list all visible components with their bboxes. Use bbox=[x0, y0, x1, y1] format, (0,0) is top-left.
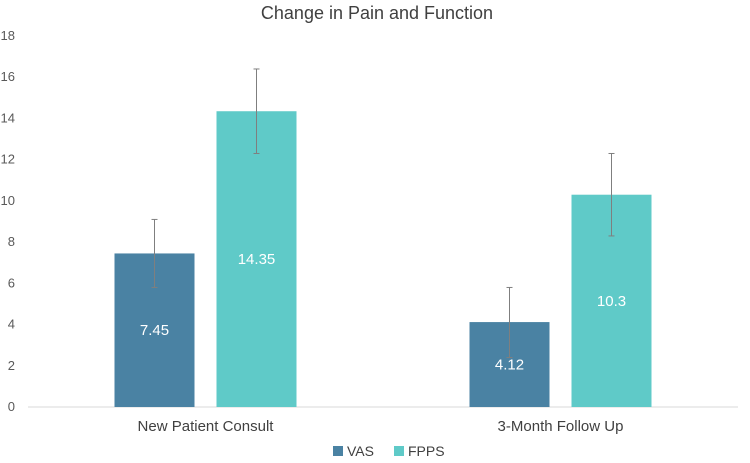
y-tick-label: 18 bbox=[1, 28, 15, 43]
data-labels-group: 7.45 14.35 4.12 10.3 bbox=[140, 251, 626, 373]
y-tick-label: 8 bbox=[8, 234, 15, 249]
y-tick-label: 16 bbox=[1, 69, 15, 84]
bars-group bbox=[114, 111, 652, 407]
data-label: 7.45 bbox=[140, 322, 169, 339]
y-tick-label: 10 bbox=[1, 193, 15, 208]
y-tick-label: 0 bbox=[8, 399, 15, 414]
y-tick-label: 2 bbox=[8, 358, 15, 373]
y-axis-ticks: 0 2 4 6 8 10 12 14 16 18 bbox=[1, 28, 15, 414]
data-label: 14.35 bbox=[238, 251, 276, 268]
legend: VAS FPPS bbox=[333, 443, 445, 459]
legend-swatch-fpps bbox=[394, 446, 404, 456]
data-label: 10.3 bbox=[597, 293, 626, 310]
x-category-label: 3-Month Follow Up bbox=[498, 418, 624, 435]
y-tick-label: 14 bbox=[1, 110, 15, 125]
data-label: 4.12 bbox=[495, 357, 524, 374]
chart-title: Change in Pain and Function bbox=[261, 3, 493, 23]
legend-label-vas: VAS bbox=[347, 443, 374, 459]
legend-label-fpps: FPPS bbox=[408, 443, 445, 459]
bar-fpps-0 bbox=[216, 111, 297, 407]
x-axis-categories: New Patient Consult 3-Month Follow Up bbox=[138, 418, 624, 435]
error-bars-group bbox=[151, 68, 615, 359]
y-tick-label: 4 bbox=[8, 317, 15, 332]
y-tick-label: 6 bbox=[8, 275, 15, 290]
y-tick-label: 12 bbox=[1, 152, 15, 167]
legend-swatch-vas bbox=[333, 446, 343, 456]
x-category-label: New Patient Consult bbox=[138, 418, 275, 435]
